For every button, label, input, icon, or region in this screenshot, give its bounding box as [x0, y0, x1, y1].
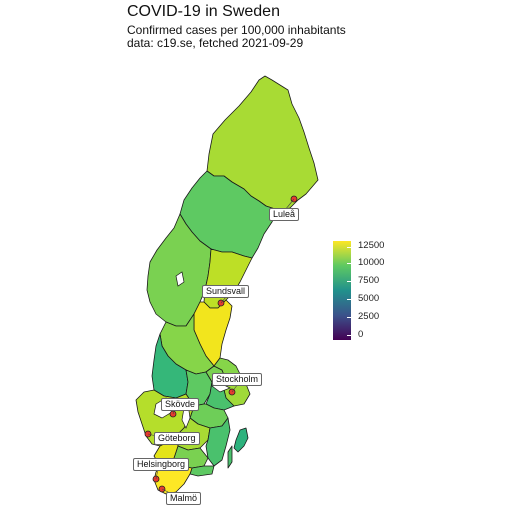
legend-tick-label: 12500	[358, 240, 385, 251]
lake-storsjon	[175, 271, 185, 287]
island-oland	[227, 445, 233, 469]
map-title: COVID-19 in Sweden	[127, 3, 280, 20]
legend-tickmark	[347, 299, 351, 300]
legend-tickmark	[347, 335, 351, 336]
region-vasternorrland	[203, 248, 253, 309]
region-kalmar	[205, 417, 231, 467]
legend-tickmark	[347, 317, 351, 318]
city-label-skovde: Skövde	[161, 398, 200, 411]
color-legend-bar	[333, 241, 351, 340]
legend-tickmark	[347, 281, 351, 282]
city-label-stockholm: Stockholm	[212, 373, 263, 386]
region-blekinge	[189, 465, 215, 477]
subtitle-line-2: data: c19.se, fetched 2021-09-29	[127, 36, 304, 50]
legend-tickmark	[347, 263, 351, 264]
legend-tickmark	[347, 247, 351, 248]
legend-tick-label: 7500	[358, 275, 380, 286]
map-subtitle: Confirmed cases per 100,000 inhabitants …	[127, 24, 346, 50]
city-label-malmo: Malmö	[166, 492, 202, 505]
region-orebro	[185, 369, 213, 407]
region-gotland	[233, 427, 249, 453]
city-label-helsingborg: Helsingborg	[133, 458, 190, 471]
legend-tick-label: 10000	[358, 257, 385, 268]
legend-tick-label: 5000	[358, 293, 380, 304]
city-label-goteborg: Göteborg	[154, 432, 200, 445]
legend-tick-label: 2500	[358, 311, 380, 322]
subtitle-line-1: Confirmed cases per 100,000 inhabitants	[127, 23, 346, 37]
city-label-sundsvall: Sundsvall	[202, 285, 250, 298]
legend-tick-label: 0	[358, 329, 364, 340]
city-label-lulea: Luleå	[269, 208, 300, 221]
